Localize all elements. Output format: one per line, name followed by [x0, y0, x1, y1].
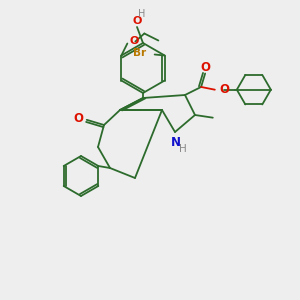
Text: O: O [129, 37, 139, 46]
Text: O: O [74, 112, 84, 125]
Text: O: O [220, 83, 230, 96]
Text: N: N [171, 136, 181, 149]
Text: Br: Br [133, 47, 146, 58]
Text: O: O [132, 16, 142, 26]
Text: O: O [200, 61, 210, 74]
Text: H: H [179, 144, 187, 154]
Text: H: H [138, 9, 146, 19]
